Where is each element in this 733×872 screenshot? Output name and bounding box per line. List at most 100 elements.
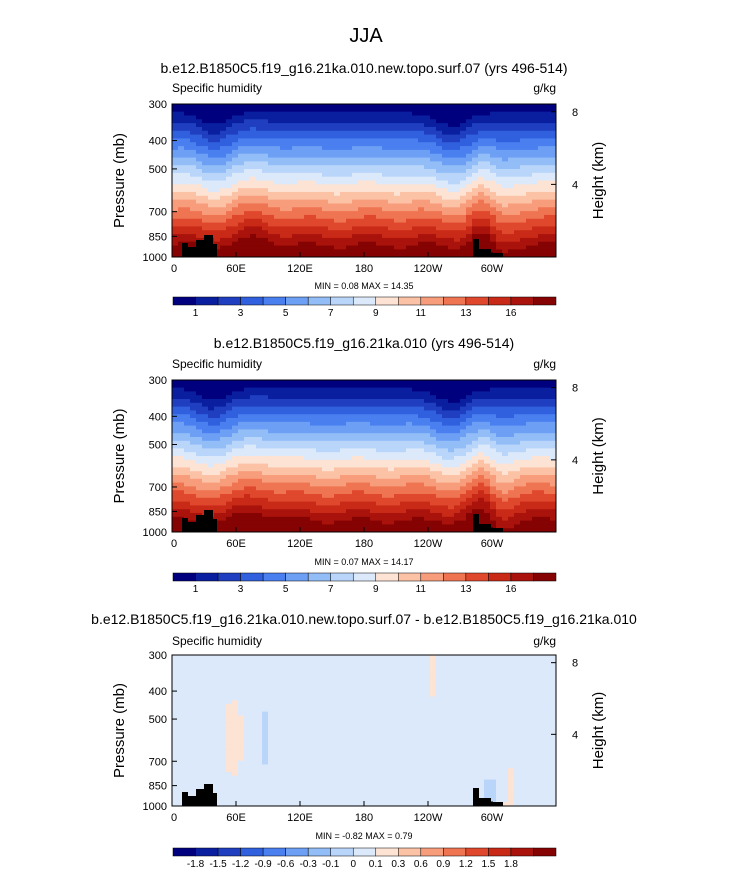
contour-cell: [250, 448, 257, 453]
contour-cell: [466, 471, 473, 476]
contour-cell: [214, 391, 221, 396]
contour-cell: [448, 123, 455, 128]
contour-cell: [244, 203, 251, 208]
contour-cell: [460, 149, 467, 155]
contour-cell: [472, 138, 479, 143]
contour-cell: [202, 130, 209, 136]
contour-cell: [436, 482, 443, 487]
contour-cell: [298, 478, 305, 484]
contour-cell: [202, 165, 209, 170]
contour-cell: [478, 505, 485, 510]
contour-cell: [244, 444, 251, 449]
contour-cell: [172, 126, 179, 132]
contour-cell: [466, 448, 473, 453]
contour-cell: [340, 380, 347, 385]
contour-cell: [268, 513, 275, 518]
contour-cell: [514, 115, 521, 120]
contour-cell: [208, 475, 215, 480]
contour-cell: [304, 387, 311, 392]
contour-cell: [406, 456, 413, 461]
contour-cell: [550, 203, 556, 208]
contour-cell: [436, 410, 443, 415]
contour-cell: [226, 169, 233, 174]
contour-cell: [430, 516, 437, 522]
y-tick-label: 300: [149, 99, 167, 111]
contour-cell: [484, 149, 491, 155]
contour-cell: [178, 184, 185, 189]
contour-cell: [454, 471, 461, 476]
contour-cell: [274, 207, 281, 212]
contour-cell: [268, 429, 275, 434]
contour-cell: [328, 478, 335, 484]
contour-cell: [496, 161, 503, 166]
contour-cell: [274, 184, 281, 189]
contour-cell: [190, 115, 197, 120]
contour-cell: [310, 509, 317, 514]
contour-cell: [388, 115, 395, 120]
contour-cell: [370, 383, 377, 389]
contour-cell: [358, 513, 365, 518]
contour-cell: [514, 245, 521, 250]
contour-cell: [334, 399, 341, 404]
contour-cell: [262, 195, 269, 201]
contour-cell: [490, 207, 497, 212]
contour-cell: [304, 146, 311, 151]
contour-cell: [196, 418, 203, 423]
contour-cell: [184, 142, 191, 147]
contour-cell: [460, 153, 467, 159]
contour-cell: [466, 199, 473, 205]
contour-cell: [538, 142, 545, 147]
contour-cell: [460, 104, 467, 109]
contour-cell: [340, 448, 347, 453]
contour-cell: [292, 505, 299, 510]
contour-cell: [232, 188, 239, 193]
contour-cell: [334, 387, 341, 392]
contour-cell: [472, 218, 479, 224]
contour-cell: [496, 184, 503, 189]
contour-cell: [256, 429, 263, 434]
contour-cell: [478, 387, 485, 392]
contour-cell: [340, 383, 347, 389]
contour-cell: [178, 214, 185, 220]
contour-cell: [316, 176, 323, 182]
contour-cell: [226, 123, 233, 128]
contour-cell: [388, 111, 395, 117]
contour-cell: [340, 459, 347, 465]
contour-cell: [298, 421, 305, 427]
contour-cell: [322, 245, 329, 250]
contour-cell: [550, 245, 556, 250]
contour-cell: [424, 486, 431, 491]
contour-cell: [178, 123, 185, 128]
contour-cell: [484, 399, 491, 404]
contour-cell: [346, 509, 353, 514]
contour-cell: [190, 237, 197, 243]
contour-cell: [484, 172, 491, 178]
contour-cell: [328, 234, 335, 239]
contour-cell: [490, 165, 497, 170]
contour-cell: [274, 380, 281, 385]
contour-cell: [322, 475, 329, 480]
contour-cell: [484, 134, 491, 140]
contour-cell: [532, 253, 539, 257]
contour-cell: [334, 509, 341, 514]
contour-cell: [268, 234, 275, 239]
contour-cell: [412, 222, 419, 227]
contour-cell: [262, 524, 269, 529]
contour-cell: [178, 180, 185, 185]
contour-cell: [544, 218, 551, 224]
contour-cell: [466, 509, 473, 514]
contour-cell: [376, 380, 383, 385]
contour-cell: [352, 191, 359, 197]
contour-cell: [406, 448, 413, 453]
contour-cell: [226, 176, 233, 182]
contour-cell: [418, 123, 425, 128]
contour-cell: [346, 452, 353, 457]
contour-cell: [472, 387, 479, 392]
contour-cell: [310, 130, 317, 136]
contour-cell: [526, 184, 533, 189]
contour-cell: [388, 467, 395, 472]
contour-cell: [256, 524, 263, 529]
contour-cell: [262, 107, 269, 113]
contour-cell: [424, 528, 431, 532]
contour-cell: [424, 195, 431, 201]
